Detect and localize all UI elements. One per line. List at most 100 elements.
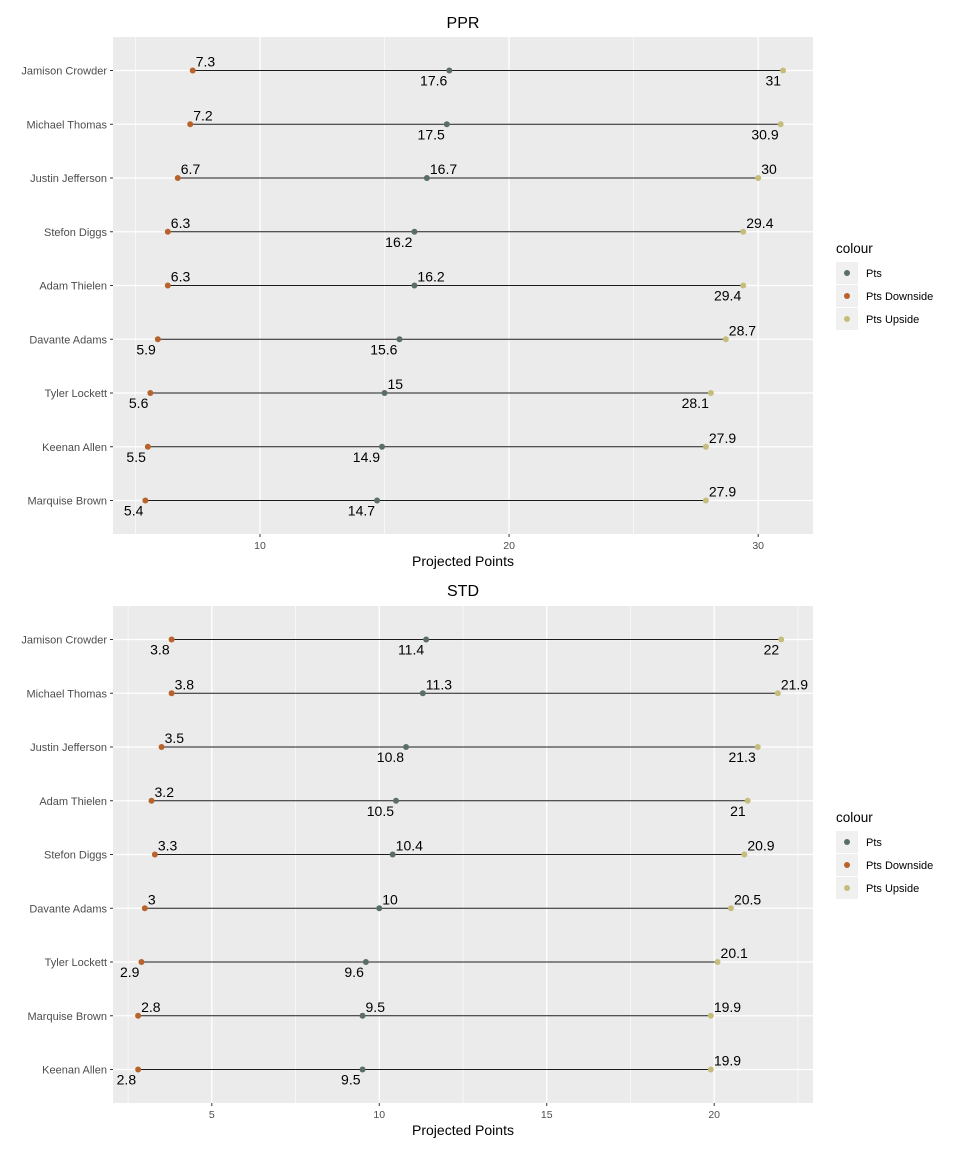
point-pts-upside bbox=[722, 336, 729, 343]
data-label-pts: 14.9 bbox=[353, 449, 380, 465]
y-tick-label: Stefon Diggs bbox=[44, 227, 107, 239]
legend: colour Pts Pts Downside Pts Upside bbox=[836, 241, 933, 330]
point-pts-upside bbox=[744, 797, 751, 804]
data-label-pts-upside: 28.7 bbox=[729, 322, 756, 338]
point-pts-upside bbox=[740, 228, 747, 235]
data-label-pts-downside: 3.8 bbox=[175, 676, 195, 692]
data-label-pts-upside: 20.9 bbox=[747, 838, 774, 854]
point-pts-downside bbox=[168, 636, 175, 643]
point-pts-upside bbox=[702, 443, 709, 450]
data-label-pts: 14.7 bbox=[348, 503, 375, 519]
point-pts-upside bbox=[707, 1012, 714, 1019]
point-pts bbox=[381, 390, 388, 396]
point-pts-upside bbox=[755, 175, 762, 181]
point-pts bbox=[446, 67, 453, 74]
data-label-pts-downside: 5.6 bbox=[129, 395, 149, 411]
x-axis-label: Projected Points bbox=[412, 553, 514, 569]
legend-item-label: Pts bbox=[866, 268, 882, 280]
point-pts bbox=[362, 959, 369, 965]
point-pts-upside bbox=[774, 690, 781, 697]
x-tick-label: 5 bbox=[209, 1109, 215, 1121]
legend-key-point bbox=[844, 316, 850, 322]
point-pts-downside bbox=[168, 690, 175, 697]
data-label-pts-downside: 3 bbox=[148, 891, 156, 907]
data-label-pts-downside: 6.3 bbox=[171, 269, 191, 285]
point-pts bbox=[403, 744, 410, 750]
data-label-pts: 17.6 bbox=[420, 73, 447, 89]
data-label-pts-upside: 27.9 bbox=[709, 430, 736, 446]
data-label-pts: 10.8 bbox=[377, 749, 404, 765]
data-label-pts: 9.6 bbox=[344, 964, 364, 980]
data-label-pts-downside: 7.2 bbox=[193, 107, 213, 123]
y-tick-label: Adam Thielen bbox=[39, 281, 107, 293]
data-label-pts-upside: 19.9 bbox=[714, 1053, 741, 1069]
point-pts bbox=[359, 1012, 366, 1019]
legend-item-label: Pts Upside bbox=[866, 314, 919, 326]
x-tick-label: 20 bbox=[503, 540, 515, 552]
point-pts-downside bbox=[174, 175, 181, 181]
point-pts-upside bbox=[707, 1066, 714, 1073]
y-tick-label: Keenan Allen bbox=[42, 1065, 107, 1077]
data-label-pts-upside: 20.5 bbox=[734, 891, 761, 907]
data-label-pts-upside: 31 bbox=[766, 73, 782, 89]
point-pts bbox=[411, 282, 418, 289]
point-pts-upside bbox=[780, 67, 787, 74]
data-label-pts-downside: 5.5 bbox=[126, 449, 146, 465]
y-tick-label: Tyler Lockett bbox=[45, 388, 107, 400]
data-label-pts-upside: 21 bbox=[730, 803, 746, 819]
point-pts-downside bbox=[142, 497, 149, 504]
legend-item-label: Pts Upside bbox=[866, 883, 919, 895]
legend-key-point bbox=[844, 862, 850, 868]
point-pts-downside bbox=[135, 1012, 142, 1019]
data-label-pts: 11.3 bbox=[426, 676, 452, 692]
point-pts bbox=[376, 905, 383, 912]
y-tick-label: Davante Adams bbox=[29, 903, 107, 915]
data-label-pts-downside: 7.3 bbox=[196, 54, 216, 70]
legend: colour Pts Pts Downside Pts Upside bbox=[836, 810, 933, 899]
y-tick-label: Keenan Allen bbox=[42, 442, 107, 454]
point-pts-upside bbox=[702, 497, 709, 504]
chart-panel-ppr: PPR 10 20 30 Projected Points Jamison Crowder… bbox=[21, 15, 813, 569]
point-pts-downside bbox=[189, 67, 196, 74]
y-tick-label: Davante Adams bbox=[29, 334, 107, 346]
legend-title: colour bbox=[836, 241, 873, 256]
x-tick-label: 15 bbox=[541, 1109, 553, 1121]
point-pts-downside bbox=[151, 851, 158, 858]
y-tick-label: Jamison Crowder bbox=[21, 66, 107, 78]
data-label-pts: 10.4 bbox=[396, 838, 423, 854]
data-label-pts-downside: 3.2 bbox=[155, 784, 175, 800]
x-tick-label: 10 bbox=[373, 1109, 385, 1121]
point-pts bbox=[423, 175, 430, 181]
data-label-pts-upside: 19.9 bbox=[714, 999, 741, 1015]
y-tick-label: Adam Thielen bbox=[39, 796, 107, 808]
data-label-pts: 10 bbox=[382, 891, 398, 907]
point-pts-upside bbox=[777, 121, 784, 128]
x-tick-label: 10 bbox=[254, 540, 266, 552]
data-label-pts-upside: 28.1 bbox=[682, 395, 709, 411]
point-pts bbox=[359, 1066, 366, 1073]
point-pts-upside bbox=[714, 959, 721, 965]
point-pts-downside bbox=[141, 905, 148, 912]
data-label-pts-downside: 6.3 bbox=[171, 215, 191, 231]
point-pts bbox=[396, 336, 403, 343]
point-pts-downside bbox=[187, 121, 194, 128]
point-pts-upside bbox=[727, 905, 734, 912]
x-axis-label: Projected Points bbox=[412, 1122, 514, 1138]
point-pts-downside bbox=[158, 744, 165, 750]
point-pts-downside bbox=[164, 228, 171, 235]
data-label-pts: 15.6 bbox=[370, 341, 397, 357]
y-tick-label: Stefon Diggs bbox=[44, 850, 107, 862]
point-pts-downside bbox=[138, 959, 145, 965]
y-tick-label: Marquise Brown bbox=[28, 496, 107, 508]
point-pts bbox=[389, 851, 396, 858]
legend-item-label: Pts Downside bbox=[866, 291, 933, 303]
point-pts-downside bbox=[164, 282, 171, 289]
y-tick-label: Michael Thomas bbox=[27, 119, 108, 131]
point-pts bbox=[411, 228, 418, 235]
x-tick-label: 30 bbox=[752, 540, 764, 552]
point-pts-downside bbox=[148, 797, 155, 804]
point-pts-upside bbox=[707, 390, 714, 396]
legend-key-point bbox=[844, 270, 850, 276]
y-tick-label: Justin Jefferson bbox=[30, 173, 107, 185]
